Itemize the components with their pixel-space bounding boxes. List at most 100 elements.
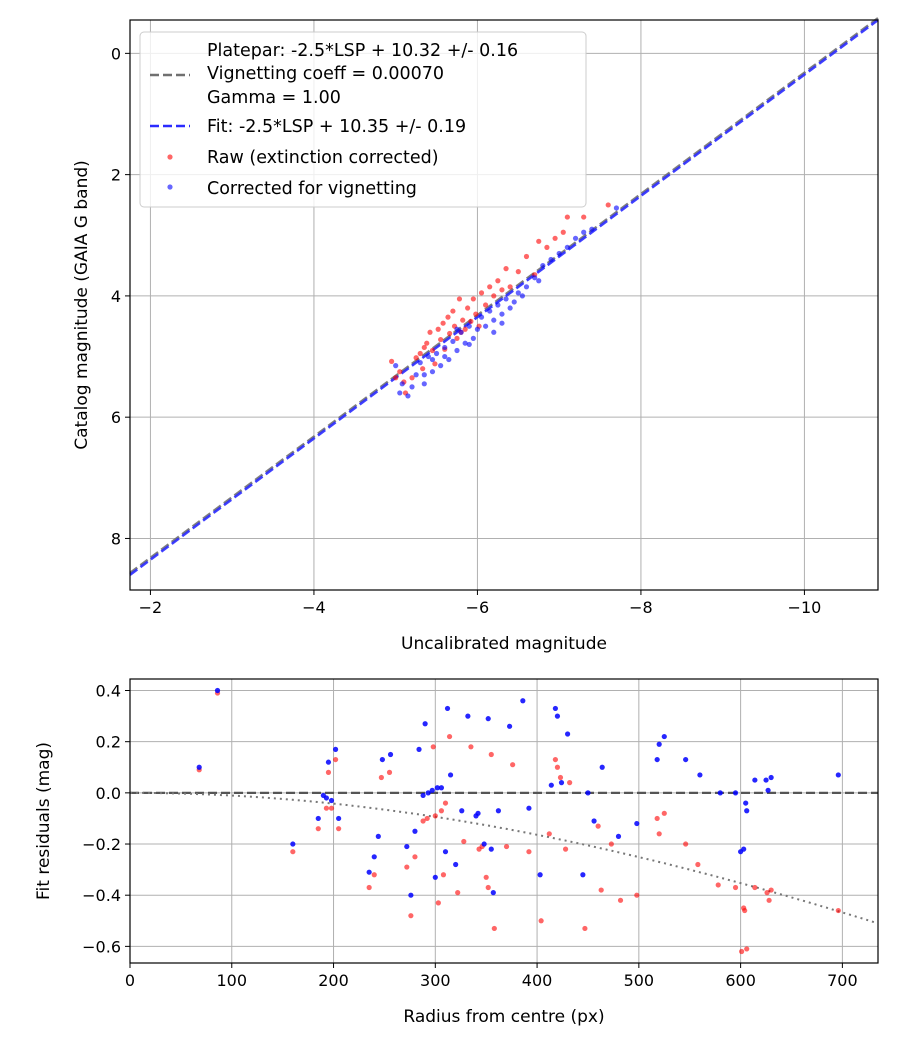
raw-point: [495, 278, 501, 284]
raw-residual-point: [468, 744, 474, 750]
magnitude-plot-ticks: −2 −4 −6 −8 −10 0 2 4 6 8: [111, 44, 821, 617]
corrected-residual-point: [315, 815, 321, 822]
raw-residual-point: [290, 849, 296, 855]
corrected-residual-point: [548, 782, 554, 788]
corrected-point: [556, 250, 562, 257]
corrected-residual-point: [506, 723, 513, 729]
raw-residual-point: [325, 769, 332, 775]
raw-residual-point: [378, 774, 384, 781]
raw-residual-point: [386, 769, 393, 775]
raw-residual-point: [442, 800, 449, 806]
corrected-residual-point: [656, 741, 662, 747]
corrected-residual-point: [196, 764, 202, 770]
raw-residual-point: [654, 815, 660, 822]
corrected-point: [454, 326, 460, 332]
corrected-residual-point: [717, 790, 723, 796]
raw-point: [388, 358, 395, 364]
raw-point: [435, 326, 441, 332]
corrected-residual-point: [537, 872, 543, 878]
corrected-residual-point: [654, 756, 660, 763]
corrected-point: [466, 323, 472, 329]
corrected-residual-point: [447, 772, 454, 778]
raw-point: [454, 335, 460, 341]
magnitude-x-axis-label: Uncalibrated magnitude: [401, 634, 607, 654]
raw-point: [421, 344, 427, 351]
corrected-residual-point: [585, 790, 591, 796]
raw-point: [564, 214, 570, 220]
corrected-residual-point: [336, 815, 342, 822]
corrected-residual-point: [488, 846, 494, 852]
residuals-plot: 0 100 200 300 400 500 600 700 0.4 0.2 0.0 −0.2 −0.4 −…: [34, 678, 879, 1027]
residuals-x-axis-label: Radius from centre (px): [403, 1007, 604, 1027]
residuals-y-tick-label: 0.0: [96, 784, 121, 803]
raw-residual-point: [408, 913, 414, 919]
raw-residual-point: [744, 946, 750, 952]
raw-residual-point: [768, 887, 774, 893]
raw-residual-point: [430, 744, 436, 750]
raw-point: [413, 355, 419, 361]
residual-points: [196, 687, 841, 955]
corrected-residual-point: [485, 716, 491, 722]
raw-residual-point: [661, 810, 667, 816]
residuals-y-tick-label: 0.4: [96, 682, 121, 701]
raw-residual-point: [488, 751, 494, 758]
corrected-point: [474, 326, 481, 332]
corrected-point: [442, 353, 448, 360]
raw-residual-point: [538, 918, 544, 924]
raw-residual-point: [424, 815, 430, 822]
raw-point: [393, 375, 399, 381]
residuals-x-tick-label: 0: [125, 971, 135, 990]
corrected-point: [397, 390, 403, 396]
residuals-y-axis-label: Fit residuals (mag): [34, 742, 54, 900]
raw-residual-point: [546, 831, 552, 837]
raw-residual-point: [608, 841, 614, 847]
residuals-x-tick-label: 300: [420, 971, 451, 990]
corrected-point: [413, 372, 419, 378]
legend: Platepar: -2.5*LSP + 10.32 +/- 0.16 Vign…: [139, 31, 587, 208]
raw-residual-point: [461, 838, 467, 845]
corrected-point: [499, 311, 505, 317]
raw-residual-point: [582, 925, 588, 932]
corrected-residual-point: [366, 869, 372, 875]
corrected-residual-point: [744, 808, 750, 814]
raw-residual-point: [554, 764, 561, 770]
corrected-point: [409, 384, 415, 390]
corrected-point: [536, 278, 542, 284]
raw-point: [515, 269, 521, 275]
raw-residual-point: [371, 872, 377, 878]
corrected-point: [613, 205, 620, 211]
legend-box: [139, 31, 587, 208]
corrected-point: [405, 393, 411, 399]
raw-residual-point: [336, 826, 342, 832]
raw-residual-point: [739, 948, 745, 955]
raw-point: [450, 308, 456, 314]
corrected-point: [523, 284, 530, 290]
raw-residual-point: [404, 864, 410, 870]
raw-point: [478, 290, 485, 296]
residuals-reference-lines: [130, 791, 879, 925]
corrected-residual-point: [752, 777, 758, 783]
corrected-point: [438, 363, 444, 369]
raw-point: [507, 284, 513, 290]
corrected-point: [454, 347, 460, 354]
corrected-residual-point: [420, 792, 426, 799]
residuals-y-tick-label: −0.4: [82, 886, 121, 905]
magnitude-x-tick-label: −8: [629, 598, 653, 617]
corrected-point: [511, 299, 517, 305]
residuals-x-tick-label: 200: [318, 971, 349, 990]
magnitude-x-tick-label: −4: [302, 598, 326, 617]
corrected-point: [433, 350, 440, 357]
residuals-plot-frame: [129, 678, 879, 964]
corrected-residual-point: [429, 787, 435, 793]
corrected-residual-point: [438, 785, 445, 791]
residuals-plot-ticks: 0 100 200 300 400 500 600 700 0.4 0.2 0.0 −0.2 −0.4 −…: [82, 682, 858, 990]
raw-point: [468, 318, 474, 324]
corrected-point: [429, 356, 436, 363]
corrected-residual-point: [412, 828, 418, 834]
raw-point: [470, 296, 476, 302]
raw-residual-point: [764, 890, 770, 896]
raw-point: [460, 317, 466, 323]
residuals-plot-area: [130, 679, 878, 963]
corrected-residual-point: [565, 731, 571, 737]
raw-point: [456, 296, 463, 302]
